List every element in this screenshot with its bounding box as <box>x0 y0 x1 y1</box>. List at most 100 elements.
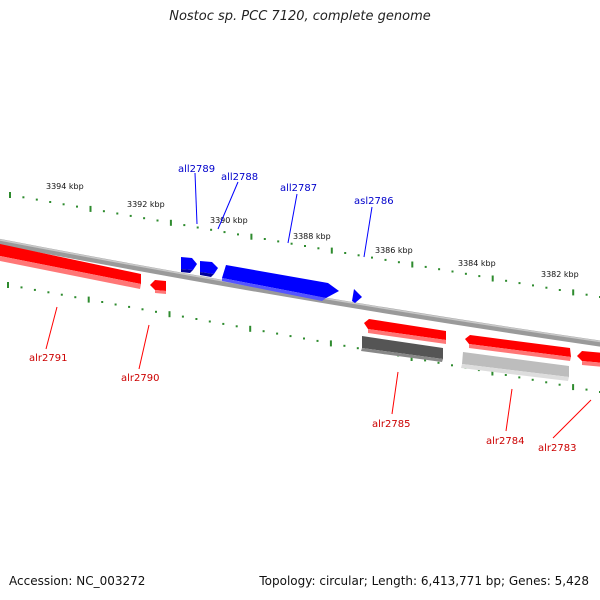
major-tick <box>572 384 575 391</box>
gene-labels-bottom: alr2791 alr2790 alr2785 alr2784 alr2783 <box>29 306 592 454</box>
gene-label-all2789[interactable]: all2789 <box>178 164 215 175</box>
forward-strand-genes <box>181 257 362 303</box>
gene-label-alr2790[interactable]: alr2790 <box>121 373 159 384</box>
minor-tick <box>289 335 292 338</box>
minor-tick <box>343 344 346 347</box>
minor-tick <box>49 201 52 203</box>
minor-tick <box>183 224 186 227</box>
gene-alr2785[interactable] <box>361 336 443 362</box>
kbp-label: 3392 kbp <box>127 200 165 209</box>
minor-tick <box>451 364 453 367</box>
gene-alr2790[interactable] <box>150 280 166 294</box>
minor-tick <box>304 245 306 247</box>
minor-tick <box>438 268 441 271</box>
minor-tick <box>102 210 105 213</box>
minor-tick <box>155 310 157 313</box>
gene-label-all2787[interactable]: all2787 <box>280 183 317 194</box>
minor-tick <box>531 378 534 381</box>
minor-tick <box>585 388 588 391</box>
minor-tick <box>60 293 63 296</box>
minor-tick <box>129 214 132 217</box>
minor-tick <box>128 305 131 308</box>
minor-tick <box>424 359 427 362</box>
gene-alr2784[interactable] <box>461 352 569 381</box>
minor-tick <box>22 196 25 199</box>
gene-asl2786[interactable] <box>352 289 362 303</box>
major-tick <box>491 275 494 282</box>
minor-tick <box>518 282 521 285</box>
gene-labels-top: all2789 all2788 all2787 asl2786 <box>178 164 394 258</box>
minor-tick <box>210 228 213 231</box>
minor-tick <box>116 212 119 215</box>
kbp-label: 3384 kbp <box>458 259 496 268</box>
minor-tick <box>35 198 38 201</box>
major-tick <box>7 282 9 288</box>
minor-tick <box>451 270 454 273</box>
gene-alr2785-part[interactable] <box>364 319 446 344</box>
kbp-label: 3388 kbp <box>293 232 331 241</box>
major-tick <box>330 247 333 254</box>
kbp-label: 3390 kbp <box>210 216 248 225</box>
genome-summary: Topology: circular; Length: 6,413,771 bp… <box>259 574 589 588</box>
minor-tick <box>235 325 238 328</box>
minor-tick <box>143 217 146 220</box>
major-tick <box>168 311 171 318</box>
major-tick <box>250 233 253 240</box>
minor-tick <box>277 240 280 243</box>
minor-tick <box>344 252 347 254</box>
minor-tick <box>223 231 226 234</box>
gene-all2789[interactable] <box>181 257 197 273</box>
major-tick <box>249 325 252 332</box>
gene-label-alr2783[interactable]: alr2783 <box>538 443 576 454</box>
minor-tick <box>356 347 359 350</box>
gene-alr2791[interactable] <box>0 243 141 289</box>
minor-tick <box>76 205 78 208</box>
major-tick <box>87 296 90 303</box>
minor-tick <box>47 291 50 294</box>
minor-tick <box>62 203 65 206</box>
minor-tick <box>263 238 266 240</box>
minor-tick <box>141 308 144 311</box>
minor-tick <box>397 261 400 264</box>
gene-all2787[interactable] <box>222 265 339 301</box>
gene-label-all2788[interactable]: all2788 <box>221 172 258 183</box>
minor-tick <box>371 256 373 259</box>
scale-ticks-top <box>9 192 600 298</box>
minor-tick <box>262 330 265 333</box>
accession-label: Accession: NC_003272 <box>9 574 146 588</box>
minor-tick <box>505 279 508 282</box>
minor-tick <box>478 275 481 278</box>
gene-label-asl2786[interactable]: asl2786 <box>354 196 394 207</box>
major-tick <box>572 289 575 296</box>
kbp-label: 3394 kbp <box>46 182 84 191</box>
minor-tick <box>545 286 548 289</box>
minor-tick <box>437 361 440 364</box>
minor-tick <box>222 322 225 325</box>
major-tick <box>410 355 413 361</box>
minor-tick <box>585 293 588 296</box>
gene-alr2784-part[interactable] <box>465 335 571 361</box>
minor-tick <box>276 332 279 335</box>
minor-tick <box>74 296 77 299</box>
minor-tick <box>464 272 467 275</box>
gene-all2788[interactable] <box>200 261 218 277</box>
gene-label-alr2784[interactable]: alr2784 <box>486 436 524 447</box>
major-tick <box>329 340 332 347</box>
major-tick <box>491 369 494 376</box>
kbp-label: 3386 kbp <box>375 246 413 255</box>
minor-tick <box>532 284 534 287</box>
gene-label-alr2791[interactable]: alr2791 <box>29 353 67 364</box>
kbp-label: 3382 kbp <box>541 270 579 279</box>
gene-label-alr2785[interactable]: alr2785 <box>372 419 410 430</box>
minor-tick <box>518 376 521 379</box>
major-tick <box>9 192 11 198</box>
minor-tick <box>545 381 548 384</box>
minor-tick <box>504 374 507 376</box>
minor-tick <box>384 258 387 261</box>
minor-tick <box>208 320 211 323</box>
gene-alr2783[interactable] <box>577 351 600 367</box>
minor-tick <box>290 242 293 245</box>
reverse-strand-genes <box>0 243 600 381</box>
minor-tick <box>558 383 561 386</box>
